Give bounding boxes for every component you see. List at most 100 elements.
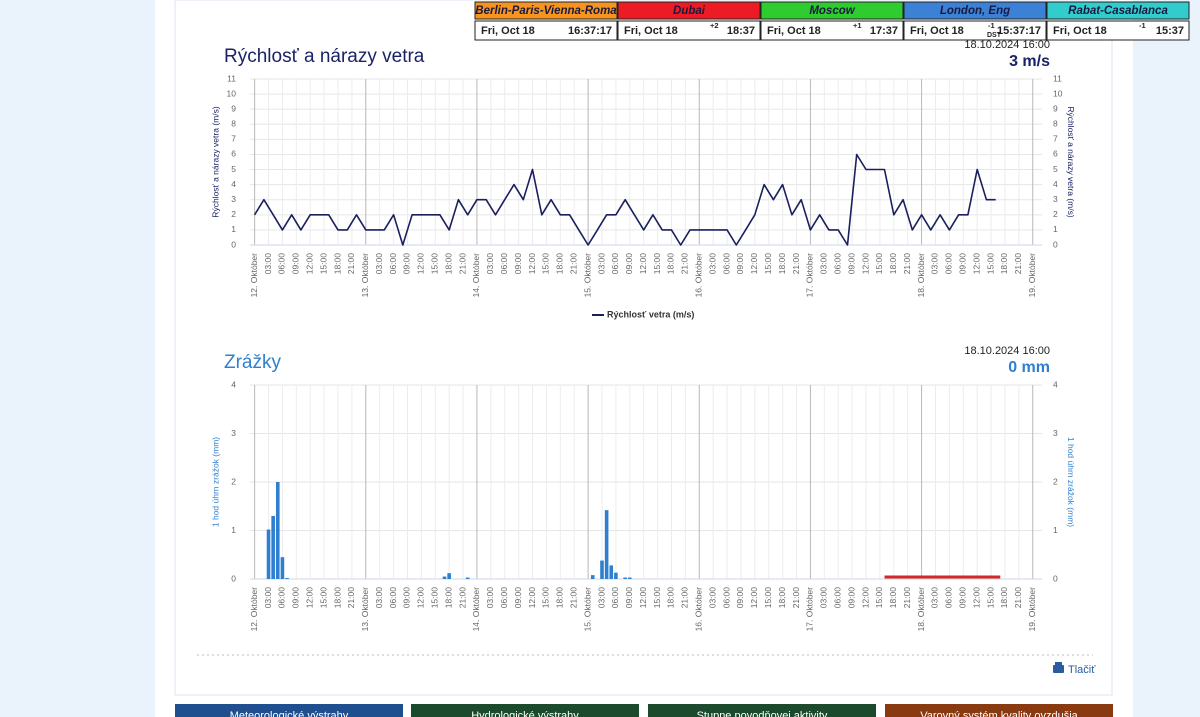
print-label[interactable]: Tlačiť <box>1068 664 1096 676</box>
x-tick-label: 06:00 <box>832 253 842 275</box>
print-icon-paper <box>1055 662 1062 666</box>
x-tick-label: 16. Október <box>694 253 704 298</box>
x-tick-label: 12:00 <box>860 253 870 275</box>
x-tick-label: 09:00 <box>846 253 856 275</box>
clock-time: 16:37:17 <box>568 25 612 37</box>
nav-button-bg <box>885 704 1113 717</box>
clock-header <box>617 1 761 20</box>
print-icon <box>1053 665 1064 673</box>
x-tick-label: 06:00 <box>944 253 954 275</box>
chart-title: Rýchlosť a nárazy vetra <box>224 46 425 67</box>
x-tick-label: 21:00 <box>346 253 356 275</box>
y-tick-label: 2 <box>231 209 236 219</box>
x-tick-label: 21:00 <box>791 587 801 609</box>
y-tick-label: 1 <box>231 525 236 535</box>
clock-offset: -1 <box>988 21 995 30</box>
x-tick-label: 06:00 <box>832 587 842 609</box>
x-tick-label: 09:00 <box>513 253 523 275</box>
nav-button[interactable]: Varovný systém kvality ovzdušia <box>885 704 1113 717</box>
chart-title: Zrážky <box>224 352 282 373</box>
x-tick-label: 15:00 <box>874 587 884 609</box>
y2-axis-title: 1 hod úhrn zrážok (mm) <box>1066 437 1076 527</box>
y-tick-label: 10 <box>227 88 237 98</box>
chart-timestamp: 18.10.2024 16:00 <box>964 39 1050 51</box>
x-tick-label: 21:00 <box>680 253 690 275</box>
x-tick-label: 12:00 <box>527 587 537 609</box>
x-tick-label: 06:00 <box>499 253 509 275</box>
x-tick-label: 18:00 <box>777 253 787 275</box>
x-tick-label: 03:00 <box>263 587 273 609</box>
x-tick-label: 17. Október <box>805 253 815 298</box>
x-tick-label: 18:00 <box>999 587 1009 609</box>
x-tick-label: 12:00 <box>971 253 981 275</box>
x-tick-label: 15:00 <box>763 587 773 609</box>
x-tick-label: 15. Október <box>582 253 592 298</box>
x-tick-label: 15:00 <box>763 253 773 275</box>
x-tick-label: 03:00 <box>596 587 606 609</box>
x-tick-label: 18:00 <box>888 587 898 609</box>
y-tick-label: 0 <box>231 239 236 249</box>
x-tick-label: 09:00 <box>735 587 745 609</box>
x-tick-label: 18:00 <box>443 587 453 609</box>
chart-current: 3 m/s <box>1009 53 1050 70</box>
x-tick-label: 06:00 <box>610 587 620 609</box>
x-tick-label: 03:00 <box>707 587 717 609</box>
x-tick-label: 21:00 <box>1013 587 1023 609</box>
clock-time: 18:37 <box>727 25 755 37</box>
x-tick-label: 18. Október <box>916 253 926 298</box>
clock-header <box>1046 1 1190 20</box>
print-link[interactable]: Tlačiť <box>1053 662 1096 676</box>
x-tick-label: 15:00 <box>874 253 884 275</box>
bar <box>465 577 470 579</box>
y-tick-label: 8 <box>231 119 236 129</box>
clock-date: Fri, Oct 18 <box>481 25 535 37</box>
bar <box>623 577 627 579</box>
y-tick-label: 5 <box>231 164 236 174</box>
nav-button-label[interactable]: Varovný systém kvality ovzdušia <box>920 710 1078 717</box>
x-tick-label: 03:00 <box>819 587 829 609</box>
clock-date: Fri, Oct 18 <box>1053 25 1107 37</box>
x-tick-label: 18:00 <box>555 253 565 275</box>
x-tick-label: 03:00 <box>819 253 829 275</box>
bar <box>590 575 595 579</box>
x-tick-label: 03:00 <box>485 253 495 275</box>
x-tick-label: 12:00 <box>416 587 426 609</box>
nav-button-label[interactable]: Hydrologické výstrahy <box>471 710 579 717</box>
clock-header <box>903 1 1047 20</box>
x-tick-label: 15. Október <box>582 587 592 632</box>
x-tick-label: 09:00 <box>513 587 523 609</box>
y-tick-label: 0 <box>231 573 236 583</box>
x-tick-label: 17. Október <box>805 587 815 632</box>
y2-tick-label: 4 <box>1053 379 1058 389</box>
x-tick-label: 18:00 <box>443 253 453 275</box>
x-tick-label: 12:00 <box>749 253 759 275</box>
y2-tick-label: 0 <box>1053 239 1058 249</box>
x-tick-label: 12:00 <box>304 587 314 609</box>
x-tick-label: 12:00 <box>638 587 648 609</box>
x-tick-label: 21:00 <box>902 253 912 275</box>
nav-button-label[interactable]: Stupne povodňovej aktivity <box>697 710 828 717</box>
y2-tick-label: 0 <box>1053 573 1058 583</box>
nav-button-bg <box>175 704 403 717</box>
nav-button[interactable]: Meteorologické výstrahy <box>175 704 403 717</box>
bar <box>609 565 614 579</box>
x-tick-label: 15:00 <box>318 587 328 609</box>
x-tick-label: 12:00 <box>860 587 870 609</box>
y-axis-title: 1 hod úhrn zrážok (mm) <box>210 437 220 527</box>
x-tick-label: 09:00 <box>735 253 745 275</box>
clock-body <box>474 20 618 41</box>
y-tick-label: 1 <box>231 224 236 234</box>
y2-tick-label: 2 <box>1053 209 1058 219</box>
x-tick-label: 15:00 <box>985 587 995 609</box>
nav-button-label[interactable]: Meteorologické výstrahy <box>230 710 349 717</box>
clock-offset: +2 <box>710 21 719 30</box>
x-tick-label: 15:00 <box>318 253 328 275</box>
x-tick-label: 16. Október <box>694 587 704 632</box>
bar <box>604 510 609 579</box>
x-tick-label: 03:00 <box>374 253 384 275</box>
y2-tick-label: 10 <box>1053 88 1063 98</box>
x-tick-label: 19. Október <box>1027 587 1037 632</box>
x-tick-label: 06:00 <box>499 587 509 609</box>
nav-button[interactable]: Hydrologické výstrahy <box>411 704 639 717</box>
nav-button[interactable]: Stupne povodňovej aktivity <box>648 704 876 717</box>
